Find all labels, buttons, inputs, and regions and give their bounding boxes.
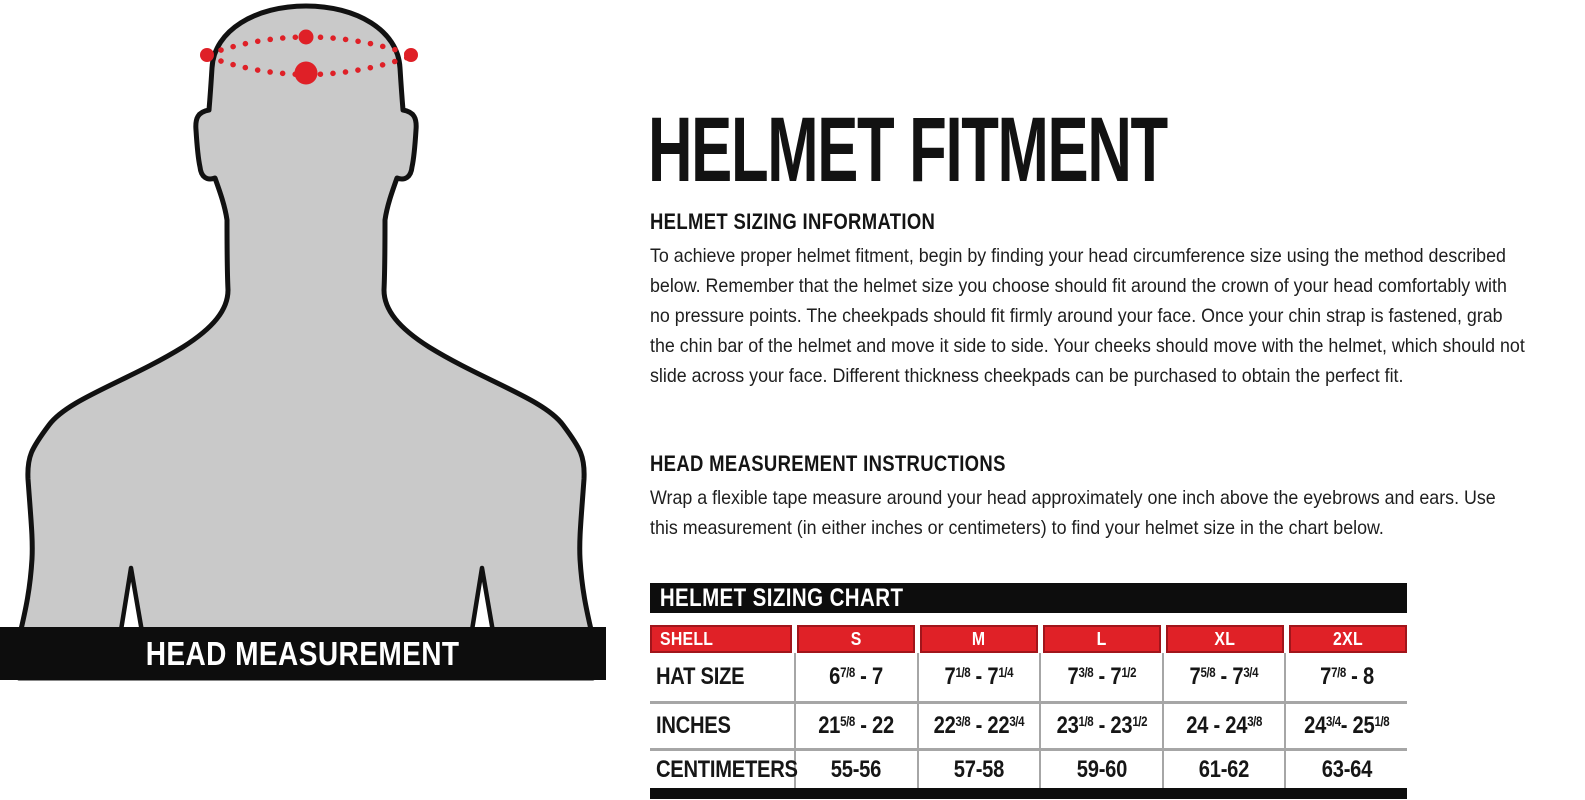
tape-dot-front [294, 61, 318, 85]
hat-size-2xl: 77/8 - 8 [1284, 653, 1407, 701]
section-body-sizing-information: To achieve proper helmet fitment, begin … [650, 245, 1525, 387]
header-cell-2xl: 2XL [1289, 625, 1407, 653]
centimeters-m: 57-58 [916, 751, 1040, 788]
hat-size-s: 67/8 - 7 [794, 653, 917, 701]
inches-m: 223/8 - 223/4 [916, 704, 1040, 748]
header-cell-shell: SHELL [650, 625, 792, 653]
centimeters-l: 59-60 [1039, 751, 1162, 788]
inches-2xl: 243/4- 251/8 [1284, 704, 1407, 748]
table-row-inches: INCHES 215/8 - 22 223/8 - 223/4 231/8 - … [650, 701, 1407, 748]
head-torso-silhouette [16, 3, 596, 681]
sizing-chart-header-row: SHELL S M L XL 2XL [650, 625, 1407, 653]
page-title: HELMET FITMENT [648, 99, 1168, 201]
section-heading-sizing-information: HELMET SIZING INFORMATION [650, 209, 936, 234]
inches-xl: 24 - 243/8 [1161, 704, 1285, 748]
header-cell-l: L [1043, 625, 1161, 653]
sizing-chart-footer-bar [650, 788, 1407, 799]
centimeters-s: 55-56 [794, 751, 917, 788]
inches-s: 215/8 - 22 [794, 704, 917, 748]
helmet-sizing-chart: HELMET SIZING CHART SHELL S M L XL 2XL H… [650, 583, 1407, 799]
sizing-chart-caption-bar: HELMET SIZING CHART [650, 583, 1407, 613]
inches-l: 231/8 - 231/2 [1039, 704, 1162, 748]
section-body-measurement-instructions: Wrap a flexible tape measure around your… [650, 487, 1496, 539]
hat-size-l: 73/8 - 71/2 [1039, 653, 1162, 701]
hat-size-xl: 75/8 - 73/4 [1161, 653, 1285, 701]
header-cell-xl: XL [1166, 625, 1284, 653]
row-label-inches: INCHES [656, 712, 731, 739]
row-label-centimeters: CENTIMETERS [656, 755, 798, 783]
head-measurement-figure [16, 3, 596, 681]
row-label-hat-size: HAT SIZE [656, 663, 745, 690]
figure-banner: HEAD MEASUREMENT [0, 627, 606, 680]
header-cell-m: M [920, 625, 1038, 653]
sizing-chart-caption: HELMET SIZING CHART [659, 584, 904, 612]
centimeters-2xl: 63-64 [1284, 751, 1407, 788]
hat-size-m: 71/8 - 71/4 [916, 653, 1040, 701]
table-row-hat-size: HAT SIZE 67/8 - 7 71/8 - 71/4 73/8 - 71/… [650, 653, 1407, 701]
centimeters-xl: 61-62 [1161, 751, 1285, 788]
tape-dot-left [200, 48, 214, 62]
figure-banner-label: HEAD MEASUREMENT [146, 634, 460, 672]
sizing-chart-spacer [650, 613, 1407, 625]
tape-dot-top [298, 29, 314, 45]
section-heading-measurement-instructions: HEAD MEASUREMENT INSTRUCTIONS [650, 451, 1006, 476]
tape-dot-right [404, 48, 418, 62]
table-row-centimeters: CENTIMETERS 55-56 57-58 59-60 61-62 63-6… [650, 748, 1407, 788]
header-cell-s: S [797, 625, 915, 653]
